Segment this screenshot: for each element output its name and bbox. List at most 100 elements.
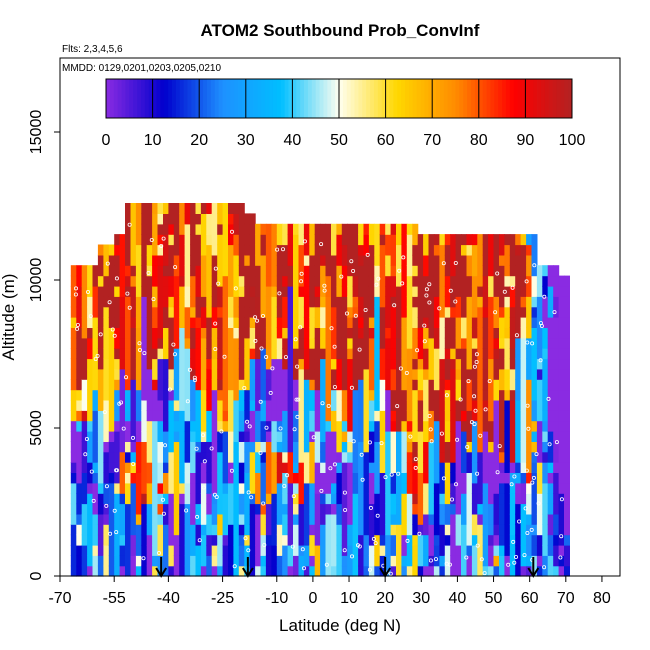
heat-cell	[401, 317, 408, 328]
heat-cell	[87, 348, 94, 360]
heat-cell	[417, 482, 424, 494]
heat-cell	[314, 524, 321, 536]
heat-cell	[428, 482, 435, 494]
colorbar-strip	[381, 79, 386, 118]
heat-cell	[276, 431, 283, 442]
sample-marker	[475, 471, 480, 476]
colorbar-strip	[544, 79, 550, 118]
heat-cell	[217, 524, 224, 536]
sample-marker	[441, 261, 446, 266]
heat-cell	[466, 493, 473, 505]
heat-cell	[363, 410, 370, 422]
heat-cell	[493, 327, 500, 339]
heat-cell	[184, 244, 191, 256]
heat-cell	[466, 389, 473, 401]
heat-cell	[401, 337, 408, 349]
heat-cell	[466, 420, 473, 432]
sample-marker	[187, 367, 192, 372]
heat-cell	[179, 368, 186, 380]
sample-marker	[112, 508, 117, 513]
heat-cell	[499, 399, 505, 411]
heat-cell	[108, 493, 115, 505]
colorbar-strip	[552, 79, 557, 118]
heat-cell	[298, 254, 305, 266]
heat-cell	[135, 234, 142, 246]
heat-cell	[211, 213, 218, 225]
heat-cell	[439, 234, 446, 246]
heat-cell	[455, 420, 462, 432]
heat-cell	[396, 524, 402, 536]
heat-cell	[423, 503, 430, 515]
colorbar-strip	[222, 79, 227, 118]
heat-cell	[211, 254, 218, 266]
heat-cell	[168, 203, 175, 214]
heat-cell	[471, 482, 478, 494]
heat-cell	[385, 410, 392, 422]
heat-cell	[282, 451, 289, 463]
heat-cell	[385, 451, 392, 463]
heat-cell	[352, 265, 359, 277]
heat-cell	[287, 234, 294, 246]
heat-cell	[390, 410, 397, 422]
colorbar-strip	[393, 79, 398, 118]
heat-cell	[325, 544, 332, 556]
colorbar-strip	[113, 79, 119, 118]
heat-cell	[363, 275, 370, 287]
heat-cell	[108, 441, 115, 453]
heat-cell	[461, 317, 467, 328]
heat-cell	[515, 482, 522, 494]
heat-cell	[358, 234, 365, 246]
heat-cell	[455, 534, 462, 546]
sample-marker	[270, 366, 275, 371]
heat-cell	[265, 472, 272, 484]
sample-marker	[209, 446, 214, 451]
heat-cell	[195, 368, 202, 380]
heat-cell	[217, 451, 224, 463]
heat-cell	[482, 265, 489, 277]
heat-cell	[379, 493, 386, 505]
heat-cell	[444, 265, 451, 277]
heat-cell	[526, 234, 533, 246]
heat-cell	[222, 524, 229, 536]
sample-marker	[401, 255, 406, 260]
heat-cell	[417, 565, 424, 577]
heat-cell	[233, 513, 240, 525]
heat-cell	[536, 317, 543, 328]
heat-cell	[439, 524, 446, 536]
heat-cell	[379, 379, 386, 391]
heat-cell	[536, 327, 543, 339]
heat-cell	[293, 399, 299, 411]
heat-cell	[152, 337, 159, 349]
heat-cell	[455, 503, 462, 515]
heat-cell	[211, 348, 218, 360]
heat-cell	[125, 544, 131, 556]
heat-cell	[114, 472, 121, 484]
heat-cell	[488, 254, 495, 266]
heat-cell	[184, 275, 191, 287]
heat-cell	[347, 555, 354, 567]
heat-cell	[406, 462, 413, 473]
heat-cell	[146, 462, 153, 473]
heat-cell	[374, 223, 381, 235]
heat-cell	[217, 420, 224, 432]
heat-cell	[401, 555, 408, 567]
heat-cell	[103, 358, 110, 370]
sample-marker	[229, 468, 234, 473]
heat-cell	[168, 389, 175, 401]
heat-cell	[173, 317, 180, 328]
heat-cell	[515, 317, 522, 328]
heat-cell	[195, 555, 202, 567]
heat-cell	[477, 462, 484, 473]
heat-cell	[320, 254, 327, 266]
heat-cell	[103, 534, 110, 546]
heat-cell	[374, 337, 381, 349]
heat-cell	[195, 441, 202, 453]
heat-cell	[152, 513, 159, 525]
heat-cell	[271, 524, 278, 536]
heat-cell	[412, 327, 419, 339]
heat-cell	[195, 462, 202, 473]
heat-cell	[211, 513, 218, 525]
sample-marker	[296, 397, 301, 402]
sample-marker	[449, 497, 454, 502]
heat-cell	[135, 389, 142, 401]
